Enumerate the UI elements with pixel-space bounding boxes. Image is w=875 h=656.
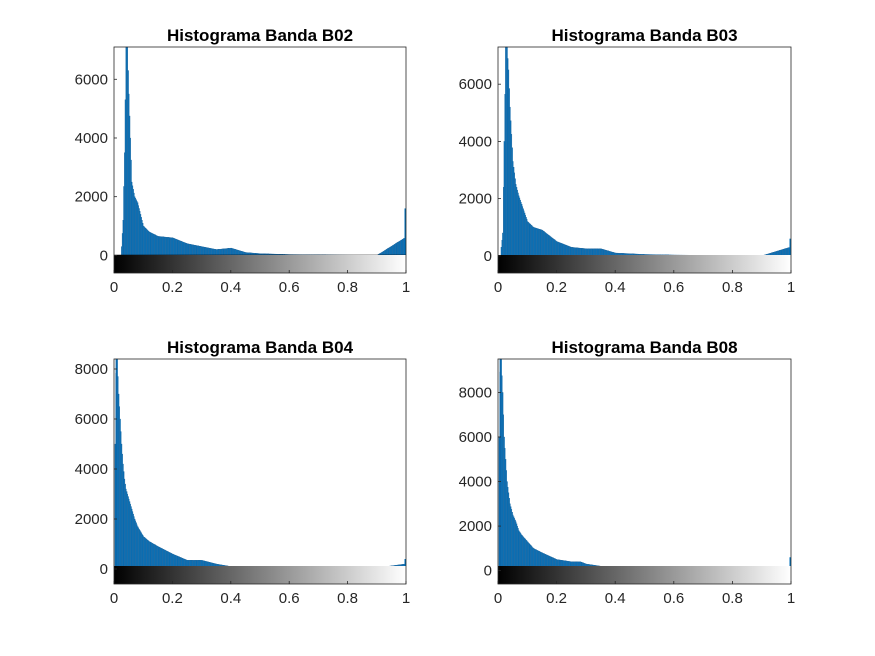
histogram-bar: [789, 557, 791, 571]
x-tick-label: 0: [110, 590, 118, 607]
x-tick-label: 1: [402, 590, 410, 607]
x-tick-label: 0.8: [722, 279, 743, 296]
y-tick-label: 0: [484, 563, 492, 580]
y-tick-label: 8000: [75, 361, 108, 378]
x-tick-label: 0.2: [546, 279, 567, 296]
y-tick-label: 2000: [459, 191, 492, 208]
y-tick-label: 0: [484, 248, 492, 265]
x-tick-label: 0.6: [279, 279, 300, 296]
x-tick-label: 1: [787, 279, 795, 296]
plot-area: [114, 47, 406, 273]
x-tick-label: 0.6: [663, 279, 684, 296]
histogram-bar: [403, 238, 405, 256]
axes-box: [113, 46, 407, 274]
x-tick-label: 1: [787, 590, 795, 607]
x-tick-label: 0.4: [220, 279, 241, 296]
chart-title: Histograma Banda B02: [167, 26, 353, 45]
y-tick-label: 4000: [459, 474, 492, 491]
y-tick-label: 2000: [459, 518, 492, 535]
plot-area: [114, 359, 406, 584]
x-tick-label: 0.8: [337, 279, 358, 296]
y-tick-label: 6000: [75, 411, 108, 428]
plot-area: [498, 359, 791, 584]
x-tick-label: 0.2: [546, 590, 567, 607]
x-tick-label: 0: [494, 590, 502, 607]
axes-box: [113, 358, 407, 585]
histogram-panel-1: 0 0.2 0.4 0.6 0.8 1 0 2000 4000 6000 Histograma Ba…: [75, 26, 411, 296]
axes-box: [497, 358, 792, 585]
histogram-bar: [404, 559, 406, 569]
chart-title: Histograma Banda B03: [551, 26, 737, 45]
histogram-bar: [789, 238, 791, 256]
y-tick-label: 0: [100, 561, 108, 578]
y-tick-label: 2000: [75, 511, 108, 528]
histogram-bar: [788, 247, 790, 256]
y-tick-label: 4000: [459, 133, 492, 150]
x-tick-label: 0.6: [279, 590, 300, 607]
axes-box: [497, 46, 792, 274]
grayscale-colorbar: [114, 255, 406, 273]
x-tick-label: 0.4: [605, 590, 626, 607]
grayscale-colorbar: [498, 255, 791, 273]
x-tick-label: 0.8: [337, 590, 358, 607]
y-tick-label: 6000: [75, 71, 108, 88]
histogram-panel-3: 0 0.2 0.4 0.6 0.8 1 0 2000 4000 6000 8000 Histogram…: [75, 338, 411, 607]
x-tick-label: 0.4: [605, 279, 626, 296]
histogram-panel-2: 0 0.2 0.4 0.6 0.8 1 0 2000 4000 6000 Histograma Ba…: [459, 26, 796, 296]
y-tick-label: 0: [100, 247, 108, 264]
y-tick-label: 6000: [459, 76, 492, 93]
y-tick-label: 8000: [459, 384, 492, 401]
x-tick-label: 0: [110, 279, 118, 296]
chart-title: Histograma Banda B08: [551, 338, 737, 357]
chart-title: Histograma Banda B04: [167, 338, 354, 357]
x-tick-label: 0.4: [220, 590, 241, 607]
histogram-bars: [500, 46, 791, 256]
y-tick-label: 2000: [75, 189, 108, 206]
x-tick-label: 0.2: [162, 590, 183, 607]
y-tick-label: 4000: [75, 461, 108, 478]
x-tick-label: 0.2: [162, 279, 183, 296]
y-tick-label: 6000: [459, 429, 492, 446]
y-tick-label: 4000: [75, 130, 108, 147]
x-tick-label: 0: [494, 279, 502, 296]
x-tick-label: 0.8: [722, 590, 743, 607]
x-tick-label: 1: [402, 279, 410, 296]
grayscale-colorbar: [114, 566, 406, 584]
histogram-bar: [404, 208, 406, 256]
grayscale-colorbar: [498, 566, 791, 584]
histogram-panel-4: 0 0.2 0.4 0.6 0.8 1 0 2000 4000 6000 8000 Histogram…: [459, 338, 796, 607]
x-tick-label: 0.6: [663, 590, 684, 607]
